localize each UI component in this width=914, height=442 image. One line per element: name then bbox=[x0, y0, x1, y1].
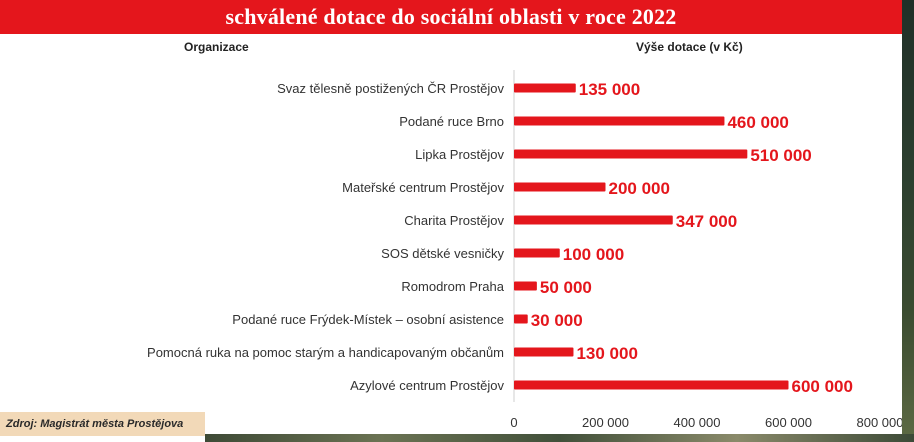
data-label: 130 000 bbox=[576, 344, 637, 363]
x-tick-label: 200 000 bbox=[582, 415, 629, 430]
bar bbox=[514, 380, 789, 390]
bar bbox=[514, 182, 606, 192]
bar bbox=[514, 314, 528, 324]
category-label: Romodrom Praha bbox=[401, 279, 504, 294]
category-label: Azylové centrum Prostějov bbox=[350, 378, 504, 393]
x-tick-label: 600 000 bbox=[765, 415, 812, 430]
x-tick-label: 800 000 bbox=[857, 415, 903, 430]
column-header-organization: Organizace bbox=[184, 40, 249, 54]
x-tick-label: 400 000 bbox=[674, 415, 721, 430]
category-label: Mateřské centrum Prostějov bbox=[342, 180, 504, 195]
data-label: 100 000 bbox=[563, 245, 624, 264]
category-label: Pomocná ruka na pomoc starým a handicapo… bbox=[147, 345, 504, 360]
category-label: Podané ruce Brno bbox=[399, 114, 504, 129]
data-label: 460 000 bbox=[727, 113, 788, 132]
category-label: Svaz tělesně postižených ČR Prostějov bbox=[277, 81, 504, 96]
title-bar: schválené dotace do sociální oblasti v r… bbox=[0, 0, 902, 34]
column-header-amount: Výše dotace (v Kč) bbox=[636, 40, 743, 54]
bar bbox=[514, 347, 574, 357]
background-photo-edge bbox=[902, 0, 914, 442]
category-label: SOS dětské vesničky bbox=[381, 246, 504, 261]
data-label: 30 000 bbox=[531, 311, 583, 330]
data-label: 200 000 bbox=[609, 179, 670, 198]
chart-title: schválené dotace do sociální oblasti v r… bbox=[225, 4, 677, 29]
source-note: Zdroj: Magistrát města Prostějova bbox=[0, 412, 205, 436]
bar bbox=[514, 281, 537, 291]
background-photo-strip bbox=[205, 434, 914, 442]
data-label: 50 000 bbox=[540, 278, 592, 297]
bar bbox=[514, 215, 673, 225]
data-label: 600 000 bbox=[792, 377, 853, 396]
category-label: Podané ruce Frýdek-Místek – osobní asist… bbox=[232, 312, 504, 327]
category-label: Charita Prostějov bbox=[404, 213, 504, 228]
data-label: 135 000 bbox=[579, 80, 640, 99]
bar bbox=[514, 248, 560, 258]
bar bbox=[514, 83, 576, 93]
data-label: 510 000 bbox=[750, 146, 811, 165]
category-label: Lipka Prostějov bbox=[415, 147, 504, 162]
bar bbox=[514, 149, 748, 159]
x-tick-label: 0 bbox=[510, 415, 517, 430]
bar bbox=[514, 116, 725, 126]
data-label: 347 000 bbox=[676, 212, 737, 231]
